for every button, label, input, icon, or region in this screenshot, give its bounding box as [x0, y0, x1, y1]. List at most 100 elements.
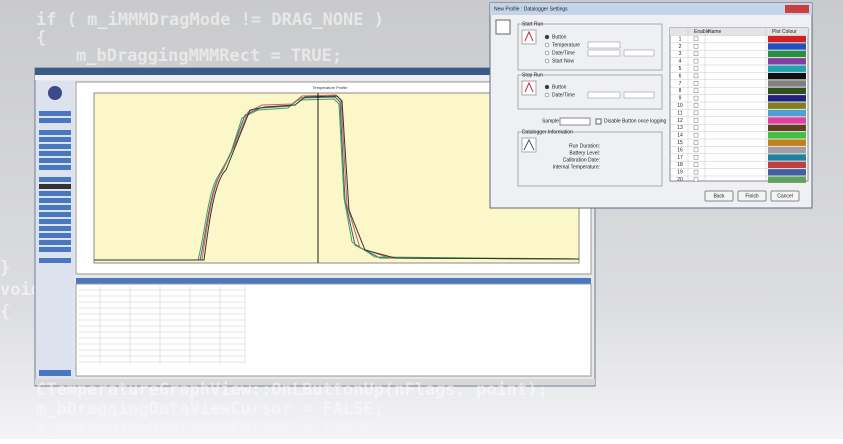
enable-checkbox[interactable] — [694, 37, 698, 41]
plot-colour — [768, 154, 806, 160]
dialog: New Profile : Datalogger Settings Start … — [490, 3, 812, 208]
group-heading: Stop Run — [522, 72, 543, 78]
enable-checkbox[interactable] — [694, 111, 698, 115]
radio[interactable] — [545, 51, 549, 55]
input[interactable] — [588, 50, 620, 56]
enable-checkbox[interactable] — [694, 81, 698, 85]
plot-colour — [768, 125, 806, 131]
enable-checkbox[interactable] — [694, 126, 698, 130]
dialog-title: New Profile : Datalogger Settings — [494, 6, 568, 12]
enable-checkbox[interactable] — [694, 96, 698, 100]
row-number: 12 — [677, 118, 683, 124]
plot-colour — [768, 140, 806, 146]
code-line: { — [0, 302, 10, 322]
enable-checkbox[interactable] — [694, 178, 698, 182]
code-line: CTemperatureGraphView::OnLButtonUp(nFlag… — [36, 380, 548, 400]
enable-checkbox[interactable] — [694, 133, 698, 137]
code-line: m_bDraggingDataViewCursor = FALSE; — [36, 399, 384, 419]
plot-colour — [768, 73, 806, 79]
plot-colour — [768, 177, 806, 183]
row-number: 15 — [677, 140, 683, 146]
enable-checkbox[interactable] — [694, 170, 698, 174]
info-label: Calibration Date: — [563, 157, 600, 163]
column-header: Name — [708, 29, 722, 35]
button-label: Back — [713, 193, 725, 199]
info-label: Battery Level: — [569, 150, 600, 156]
row-number: 14 — [677, 133, 683, 139]
plot-colour — [768, 36, 806, 42]
code-line: { — [36, 28, 46, 48]
row-number: 10 — [677, 103, 683, 109]
row-number: 6 — [679, 73, 682, 79]
checkbox[interactable] — [596, 119, 601, 124]
radio[interactable] — [545, 43, 549, 47]
enable-checkbox[interactable] — [694, 59, 698, 63]
group-heading: Start Run — [522, 21, 543, 27]
enable-checkbox[interactable] — [694, 74, 698, 78]
option-label: Temperature — [552, 42, 580, 48]
plot-colour — [768, 132, 806, 138]
row-number: 3 — [679, 51, 682, 57]
row-number: 17 — [677, 155, 683, 161]
enable-checkbox[interactable] — [694, 163, 698, 167]
code-line: } — [0, 258, 10, 278]
row-number: 5 — [679, 66, 682, 72]
row-number: 16 — [677, 147, 683, 153]
input[interactable] — [624, 50, 654, 56]
row-number: 13 — [677, 125, 683, 131]
enable-checkbox[interactable] — [694, 67, 698, 71]
row-number: 9 — [679, 96, 682, 102]
group-heading: Datalogger Information — [522, 129, 573, 135]
plot-colour — [768, 103, 806, 109]
option-label: Button — [552, 34, 567, 40]
radio[interactable] — [545, 85, 549, 89]
plot-colour — [768, 95, 806, 101]
enable-checkbox[interactable] — [694, 44, 698, 48]
plot-colour — [768, 147, 806, 153]
plot-colour — [768, 51, 806, 57]
plot-colour — [768, 66, 806, 72]
row-number: 19 — [677, 170, 683, 176]
row-number: 1 — [679, 36, 682, 42]
row-number: 7 — [679, 81, 682, 87]
info-label: Run Duration: — [569, 143, 600, 149]
enable-checkbox[interactable] — [694, 104, 698, 108]
enable-checkbox[interactable] — [694, 52, 698, 56]
option-label: Date/Time — [552, 50, 575, 56]
chart-title: Temperature Profile — [313, 85, 349, 90]
info-label: Internal Temperature: — [553, 164, 600, 170]
code-line: m_bDraggingMMMRect = TRUE; — [76, 46, 342, 66]
label: Disable Button once logging — [604, 118, 666, 124]
column-header: Plot Colour — [772, 29, 797, 35]
plot-colour — [768, 58, 806, 64]
input[interactable] — [624, 92, 654, 98]
code-line: m_bDraggingOverviewCursor = FALSE; — [36, 418, 384, 438]
plot-colour — [768, 80, 806, 86]
plot-colour — [768, 88, 806, 94]
plot-colour — [768, 169, 806, 175]
plot-colour — [768, 110, 806, 116]
screenshot: if ( m_iMMMDragMode != DRAG_NONE ){m_bDr… — [0, 0, 843, 439]
enable-checkbox[interactable] — [694, 118, 698, 122]
row-number: 18 — [677, 162, 683, 168]
radio[interactable] — [545, 93, 549, 97]
row-number: 8 — [679, 88, 682, 94]
plot-colour — [768, 162, 806, 168]
row-number: 2 — [679, 44, 682, 50]
button-label: Cancel — [777, 193, 793, 199]
option-label: Date/Time — [552, 92, 575, 98]
enable-checkbox[interactable] — [694, 89, 698, 93]
radio[interactable] — [545, 59, 549, 63]
input[interactable] — [588, 92, 620, 98]
enable-checkbox[interactable] — [694, 148, 698, 152]
input[interactable] — [588, 42, 620, 48]
enable-checkbox[interactable] — [694, 155, 698, 159]
row-number: 4 — [679, 59, 682, 65]
close-button[interactable] — [785, 5, 809, 13]
enable-checkbox[interactable] — [694, 141, 698, 145]
plot-colour — [768, 43, 806, 49]
row-number: 20 — [677, 177, 683, 183]
radio[interactable] — [545, 35, 549, 39]
option-label: Button — [552, 84, 567, 90]
option-label: Start Now — [552, 58, 574, 64]
